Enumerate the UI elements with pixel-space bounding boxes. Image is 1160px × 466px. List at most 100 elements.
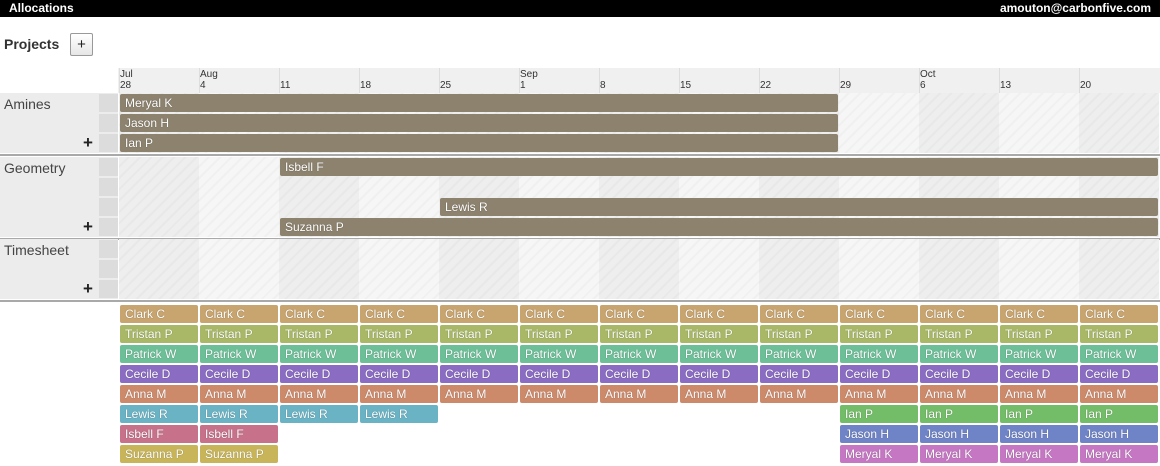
availability-chip[interactable]: Clark C (200, 305, 278, 323)
availability-chip[interactable]: Cecile D (280, 365, 358, 383)
availability-chip[interactable]: Anna M (1000, 385, 1078, 403)
availability-chip[interactable]: Cecile D (760, 365, 838, 383)
availability-chip[interactable]: Anna M (760, 385, 838, 403)
availability-chip[interactable]: Jason H (920, 425, 998, 443)
availability-chip[interactable]: Ian P (1080, 405, 1158, 423)
availability-chip[interactable]: Tristan P (360, 325, 438, 343)
availability-chip[interactable]: Lewis R (200, 405, 278, 423)
add-allocation-button[interactable]: + (83, 217, 93, 236)
availability-chip[interactable]: Meryal K (840, 445, 918, 463)
availability-chip[interactable]: Ian P (840, 405, 918, 423)
availability-chip[interactable]: Patrick W (440, 345, 518, 363)
availability-chip[interactable]: Cecile D (1000, 365, 1078, 383)
availability-chip[interactable]: Cecile D (520, 365, 598, 383)
availability-chip[interactable]: Clark C (120, 305, 198, 323)
availability-chip[interactable]: Cecile D (600, 365, 678, 383)
availability-chip[interactable]: Clark C (920, 305, 998, 323)
availability-chip[interactable]: Lewis R (360, 405, 438, 423)
availability-chip[interactable]: Tristan P (120, 325, 198, 343)
availability-chip[interactable]: Lewis R (280, 405, 358, 423)
availability-chip[interactable]: Tristan P (1000, 325, 1078, 343)
availability-chip[interactable]: Tristan P (440, 325, 518, 343)
availability-chip[interactable]: Cecile D (840, 365, 918, 383)
availability-chip[interactable]: Patrick W (920, 345, 998, 363)
availability-chip[interactable]: Tristan P (920, 325, 998, 343)
availability-chip[interactable]: Anna M (1080, 385, 1158, 403)
availability-chip[interactable]: Patrick W (360, 345, 438, 363)
availability-chip[interactable]: Cecile D (360, 365, 438, 383)
availability-chip[interactable]: Patrick W (600, 345, 678, 363)
availability-chip[interactable]: Cecile D (120, 365, 198, 383)
availability-chip[interactable]: Tristan P (760, 325, 838, 343)
availability-chip[interactable]: Cecile D (1080, 365, 1158, 383)
add-allocation-button[interactable]: + (83, 133, 93, 152)
availability-chip[interactable]: Anna M (120, 385, 198, 403)
availability-chip[interactable]: Isbell F (120, 425, 198, 443)
allocation-bar[interactable]: Ian P (120, 134, 838, 152)
availability-chip[interactable]: Tristan P (1080, 325, 1158, 343)
availability-chip[interactable]: Patrick W (1080, 345, 1158, 363)
availability-chip[interactable]: Jason H (1080, 425, 1158, 443)
availability-chip[interactable]: Cecile D (680, 365, 758, 383)
availability-chip[interactable]: Cecile D (200, 365, 278, 383)
availability-chip[interactable]: Patrick W (200, 345, 278, 363)
availability-chip[interactable]: Clark C (760, 305, 838, 323)
availability-chip[interactable]: Anna M (200, 385, 278, 403)
availability-chip[interactable]: Clark C (1080, 305, 1158, 323)
availability-chip[interactable]: Tristan P (520, 325, 598, 343)
availability-chip[interactable]: Clark C (840, 305, 918, 323)
availability-chip[interactable]: Tristan P (280, 325, 358, 343)
availability-chip[interactable]: Meryal K (920, 445, 998, 463)
availability-chip[interactable]: Tristan P (200, 325, 278, 343)
availability-chip[interactable]: Clark C (1000, 305, 1078, 323)
allocation-bar[interactable]: Suzanna P (280, 218, 1158, 236)
allocation-bar[interactable]: Lewis R (440, 198, 1158, 216)
availability-chip[interactable]: Jason H (1000, 425, 1078, 443)
add-allocation-button[interactable]: + (83, 279, 93, 298)
availability-chip[interactable]: Clark C (360, 305, 438, 323)
availability-chip[interactable]: Cecile D (920, 365, 998, 383)
availability-chip[interactable]: Isbell F (200, 425, 278, 443)
allocation-bar[interactable]: Isbell F (280, 158, 1158, 176)
availability-chip[interactable]: Clark C (280, 305, 358, 323)
availability-chip[interactable]: Anna M (280, 385, 358, 403)
availability-chip[interactable]: Clark C (440, 305, 518, 323)
availability-chip[interactable]: Anna M (520, 385, 598, 403)
availability-chip[interactable]: Patrick W (520, 345, 598, 363)
availability-chip[interactable]: Patrick W (280, 345, 358, 363)
availability-chip[interactable]: Patrick W (760, 345, 838, 363)
availability-chip[interactable]: Anna M (440, 385, 518, 403)
availability-chip[interactable]: Patrick W (1000, 345, 1078, 363)
availability-chip[interactable]: Ian P (920, 405, 998, 423)
availability-chip[interactable]: Patrick W (120, 345, 198, 363)
availability-chip[interactable]: Anna M (920, 385, 998, 403)
availability-chip[interactable]: Anna M (680, 385, 758, 403)
availability-chip[interactable]: Clark C (680, 305, 758, 323)
availability-chip[interactable]: Anna M (600, 385, 678, 403)
availability-chip[interactable]: Tristan P (600, 325, 678, 343)
availability-chip[interactable]: Ian P (1000, 405, 1078, 423)
row-handle (99, 158, 118, 176)
availability-chip[interactable]: Suzanna P (200, 445, 278, 463)
row-handle (99, 260, 118, 278)
availability-chip[interactable]: Meryal K (1000, 445, 1078, 463)
availability-chip[interactable]: Clark C (600, 305, 678, 323)
day-label: 4 (200, 80, 206, 91)
availability-chip[interactable]: Meryal K (1080, 445, 1158, 463)
availability-chip[interactable]: Clark C (520, 305, 598, 323)
availability-chip[interactable]: Tristan P (840, 325, 918, 343)
user-email[interactable]: amouton@carbonfive.com (999, 1, 1151, 15)
allocation-bar[interactable]: Jason H (120, 114, 838, 132)
availability-chip[interactable]: Jason H (840, 425, 918, 443)
availability-chip[interactable]: Anna M (360, 385, 438, 403)
add-project-button[interactable]: + (70, 33, 93, 56)
availability-chip[interactable]: Tristan P (680, 325, 758, 343)
availability-chip[interactable]: Suzanna P (120, 445, 198, 463)
week-column (199, 157, 279, 237)
allocation-bar[interactable]: Meryal K (120, 94, 838, 112)
availability-chip[interactable]: Patrick W (840, 345, 918, 363)
availability-chip[interactable]: Lewis R (120, 405, 198, 423)
availability-chip[interactable]: Patrick W (680, 345, 758, 363)
availability-chip[interactable]: Cecile D (440, 365, 518, 383)
availability-chip[interactable]: Anna M (840, 385, 918, 403)
